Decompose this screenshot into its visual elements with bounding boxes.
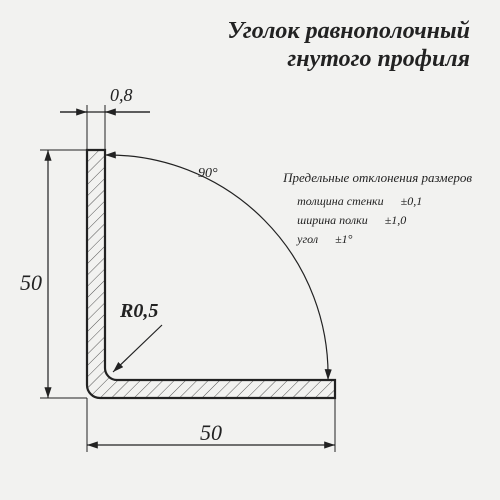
dim-radius-label: R0,5 [120, 300, 158, 323]
dim-angle-label: 90° [198, 166, 218, 182]
dim-thickness-label: 0,8 [110, 85, 133, 106]
tolerance-label: толщина стенки [297, 194, 384, 208]
tolerance-row: толщина стенки ±0,1 [283, 192, 472, 211]
tolerances-heading: Предельные отклонения размеров [283, 170, 472, 186]
tolerance-value: ±1,0 [385, 211, 415, 230]
tolerance-row: ширина полки ±1,0 [283, 211, 472, 230]
drawing-title: Уголок равнополочный гнутого профиля [227, 18, 470, 73]
dim-width-label: 50 [200, 420, 222, 446]
tolerance-row: угол ±1° [283, 230, 472, 249]
tolerance-value: ±0,1 [401, 192, 431, 211]
tolerance-label: ширина полки [297, 213, 368, 227]
drawing-svg [0, 0, 500, 500]
drawing-canvas: Уголок равнополочный гнутого профиля Пре… [0, 0, 500, 500]
dim-height-label: 50 [20, 270, 42, 296]
tolerance-value: ±1° [335, 230, 365, 249]
title-line-2: гнутого профиля [227, 46, 470, 74]
tolerance-label: угол [297, 232, 318, 246]
tolerances-block: Предельные отклонения размеров толщина с… [283, 170, 472, 250]
title-line-1: Уголок равнополочный [227, 18, 470, 46]
